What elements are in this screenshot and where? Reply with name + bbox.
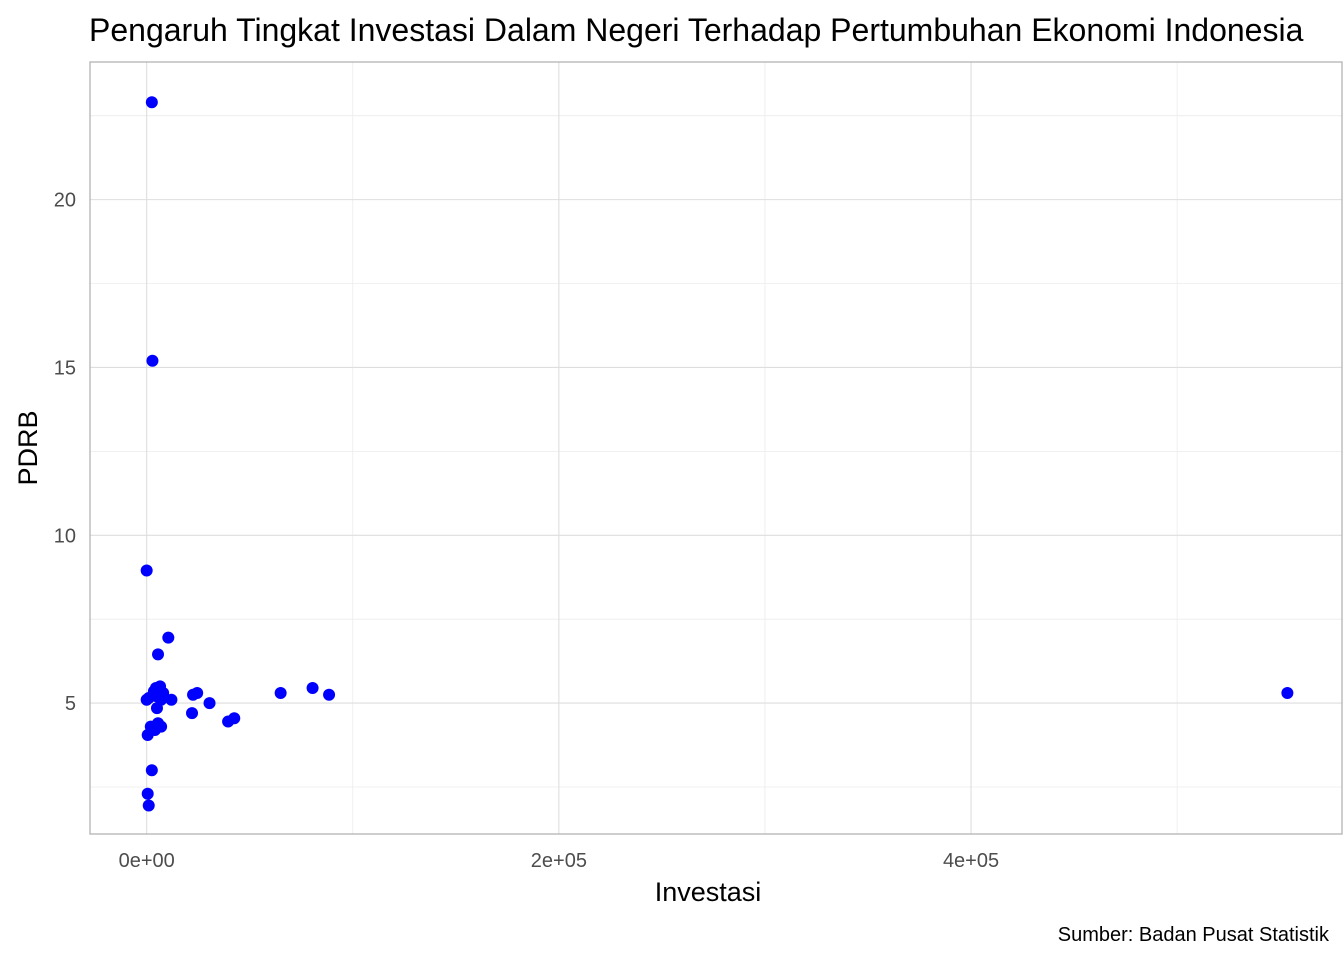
data-point xyxy=(186,707,199,720)
y-axis-title: PDRB xyxy=(13,410,43,485)
data-points xyxy=(140,96,1294,812)
y-tick-label: 20 xyxy=(54,190,76,212)
data-point xyxy=(203,697,216,710)
data-point xyxy=(323,688,336,701)
chart-title: Pengaruh Tingkat Investasi Dalam Negeri … xyxy=(89,12,1304,48)
y-tick-label: 10 xyxy=(54,525,76,547)
data-point xyxy=(145,96,158,109)
y-tick-label: 5 xyxy=(65,693,76,715)
data-point xyxy=(141,728,154,741)
plot-panel-border xyxy=(89,61,1343,835)
data-point xyxy=(274,687,287,700)
data-point xyxy=(306,681,319,694)
x-axis-title: Investasi xyxy=(655,877,762,907)
y-tick-label: 15 xyxy=(54,357,76,379)
data-point xyxy=(150,702,163,715)
x-axis-tick-labels: 0e+00 2e+05 4e+05 xyxy=(119,850,1000,872)
minor-gridlines xyxy=(90,62,1342,834)
data-point xyxy=(141,787,154,800)
x-tick-label: 0e+00 xyxy=(119,850,175,872)
x-tick-label: 2e+05 xyxy=(531,850,587,872)
data-point xyxy=(228,712,241,725)
major-gridlines xyxy=(90,62,1342,834)
data-point xyxy=(191,687,204,700)
data-point xyxy=(142,799,155,812)
data-point xyxy=(1281,687,1294,700)
data-point xyxy=(140,693,153,706)
data-point xyxy=(152,648,165,661)
chart-caption: Sumber: Badan Pusat Statistik xyxy=(1058,924,1330,946)
data-point xyxy=(140,564,153,577)
data-point xyxy=(162,631,175,644)
data-point xyxy=(165,693,178,706)
data-point xyxy=(145,764,158,777)
data-point xyxy=(146,354,159,367)
x-tick-label: 4e+05 xyxy=(943,850,999,872)
y-axis-tick-labels: 5 10 15 20 xyxy=(54,190,76,715)
